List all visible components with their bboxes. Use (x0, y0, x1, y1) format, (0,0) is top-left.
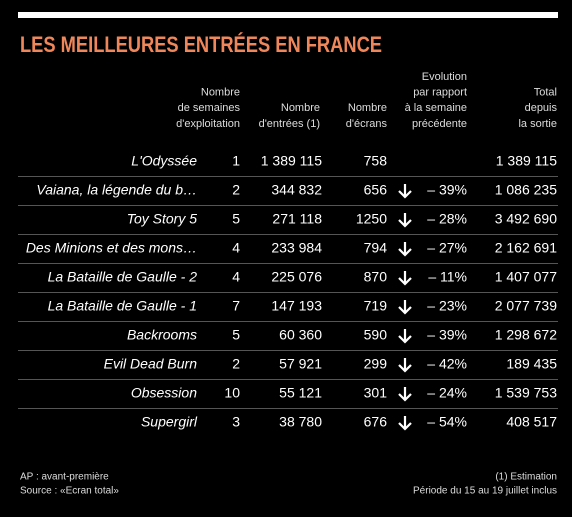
title: LES MEILLEURES ENTRÉES EN FRANCE (20, 32, 382, 57)
cell: 1 086 235 (495, 182, 557, 198)
down-arrow (398, 213, 412, 228)
cell: 794 (364, 240, 388, 256)
cell: 55 121 (279, 385, 322, 401)
cell: – 23% (427, 298, 467, 314)
down-arrow (398, 271, 412, 286)
cell: – 27% (427, 240, 467, 256)
film-title: Evil Dead Burn (104, 356, 198, 372)
cell: 1 389 115 (496, 153, 557, 169)
film-title: Supergirl (141, 414, 198, 430)
cell: 2 162 691 (495, 240, 557, 256)
cell: 1 (232, 153, 240, 169)
column-header: Nombre (348, 102, 387, 114)
cell: 1250 (356, 211, 387, 227)
cell: 2 077 739 (495, 298, 557, 314)
cell: 1 298 672 (495, 327, 557, 343)
cell: – 24% (427, 385, 467, 401)
cell: – 28% (427, 211, 467, 227)
footnote: AP : avant-première (20, 472, 109, 483)
cell: 408 517 (506, 414, 557, 430)
column-header: la sortie (518, 118, 557, 130)
column-header: Nombre (281, 102, 320, 114)
cell: 2 (232, 182, 240, 198)
cell: 2 (232, 356, 240, 372)
column-header: Total (534, 87, 557, 99)
cell: 301 (364, 385, 388, 401)
column-header: d'exploitation (176, 118, 240, 130)
cell: 1 407 077 (495, 269, 557, 285)
cell: 758 (364, 153, 388, 169)
cell: 4 (232, 240, 240, 256)
cell: 676 (364, 414, 388, 430)
cell: 7 (232, 298, 240, 314)
cell: 10 (224, 385, 240, 401)
top-rule (18, 12, 558, 18)
footnote: Source : «Ecran total» (20, 486, 119, 497)
cell: 3 (232, 414, 240, 430)
cell: – 42% (427, 356, 467, 372)
cell: – 39% (427, 182, 467, 198)
film-title: Des Minions et des mons… (26, 240, 197, 256)
cell: 189 435 (506, 356, 557, 372)
cell: 57 921 (279, 356, 322, 372)
film-title: Obsession (131, 385, 197, 401)
cell: 299 (364, 356, 388, 372)
down-arrow (398, 358, 412, 373)
film-title: Backrooms (127, 327, 197, 343)
cell: – 54% (427, 414, 467, 430)
cell: 3 492 690 (495, 211, 557, 227)
column-header: d'entrées (1) (259, 118, 320, 130)
film-title: La Bataille de Gaulle - 1 (48, 298, 197, 314)
cell: 4 (232, 269, 240, 285)
film-title: La Bataille de Gaulle - 2 (48, 269, 198, 285)
cell: 225 076 (271, 269, 322, 285)
footnote: Période du 15 au 19 juillet inclus (413, 486, 557, 497)
cell: 870 (364, 269, 388, 285)
down-arrow (398, 329, 412, 344)
column-header: de semaines (178, 102, 241, 114)
cell: 719 (364, 298, 388, 314)
column-header: précédente (412, 118, 467, 130)
cell: 5 (232, 327, 240, 343)
cell: 344 832 (271, 182, 322, 198)
column-header: Evolution (422, 71, 467, 83)
column-header: d'écrans (346, 118, 388, 130)
cell: 656 (364, 182, 388, 198)
film-title: Vaiana, la légende du b… (36, 182, 197, 198)
down-arrow (398, 184, 412, 199)
down-arrow (398, 387, 412, 402)
cell: 233 984 (271, 240, 322, 256)
cell: 590 (364, 327, 388, 343)
column-header: depuis (525, 102, 558, 114)
cell: 38 780 (279, 414, 322, 430)
cell: – 39% (427, 327, 467, 343)
down-arrow (398, 300, 412, 315)
column-header: par rapport (413, 87, 467, 99)
cell: 5 (232, 211, 240, 227)
footnote: (1) Estimation (495, 472, 557, 483)
film-title: Toy Story 5 (127, 211, 198, 227)
cell: 271 118 (272, 211, 322, 227)
down-arrow (398, 242, 412, 257)
cell: 147 193 (271, 298, 322, 314)
column-header: Nombre (201, 87, 240, 99)
cell: 60 360 (279, 327, 322, 343)
down-arrow (398, 416, 412, 431)
cell: 1 539 753 (495, 385, 557, 401)
cell: – 11% (428, 269, 467, 285)
cell: 1 389 115 (261, 153, 322, 169)
film-title: L'Odyssée (131, 153, 197, 169)
column-header: à la semaine (405, 102, 467, 114)
